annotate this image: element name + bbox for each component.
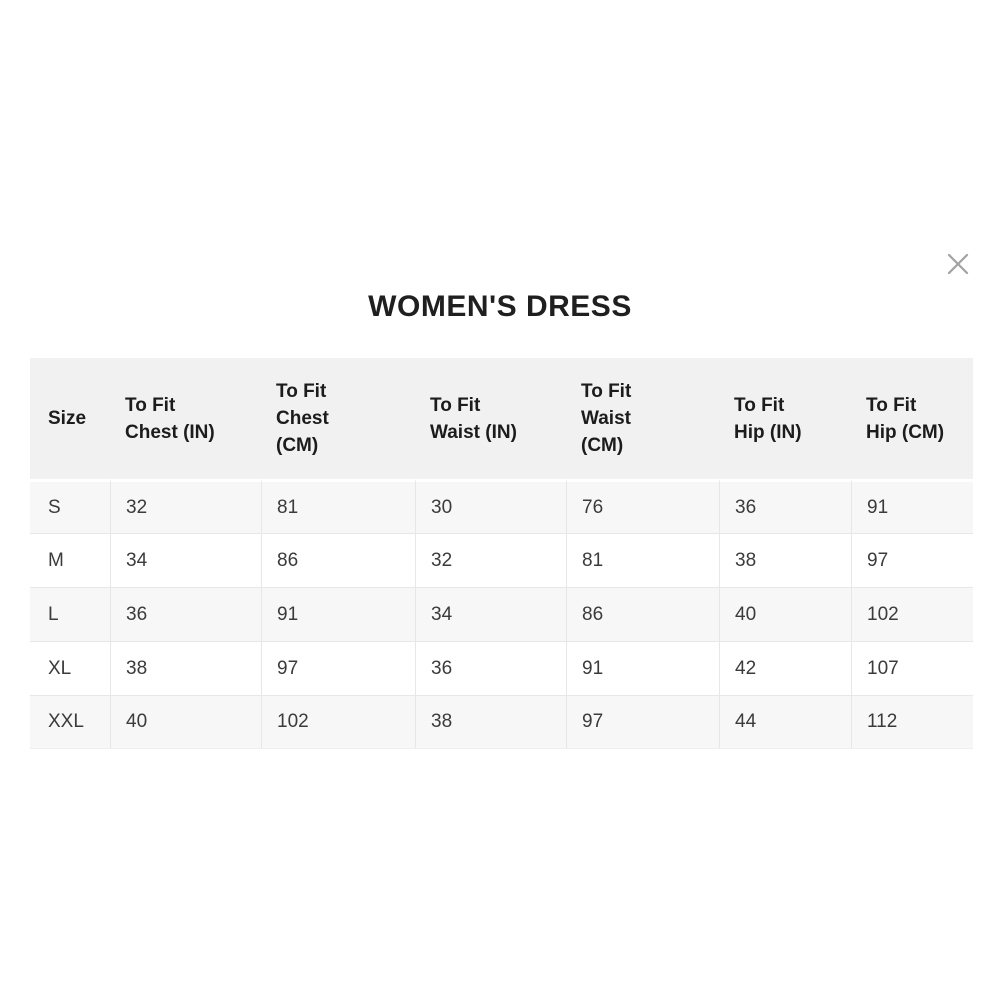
table-cell-chest-in: 34 [110, 533, 261, 587]
table-cell-chest-in: 36 [110, 587, 261, 641]
column-header-chest-cm: To Fit Chest (CM) [261, 358, 415, 479]
page-title: WOMEN'S DRESS [368, 290, 632, 323]
table-cell-chest-cm: 81 [261, 479, 415, 533]
row-size-label: S [30, 479, 110, 533]
column-header-waist-in: To Fit Waist (IN) [415, 358, 566, 479]
table-cell-waist-cm: 97 [566, 695, 719, 749]
column-header-hip-cm: To Fit Hip (CM) [851, 358, 973, 479]
table-cell-hip-in: 40 [719, 587, 851, 641]
column-header-waist-cm: To Fit Waist (CM) [566, 358, 719, 479]
table-cell-hip-cm: 91 [851, 479, 973, 533]
table-cell-waist-cm: 76 [566, 479, 719, 533]
table-row-xl: XL 38 97 36 91 42 107 [30, 641, 973, 695]
table-cell-chest-in: 32 [110, 479, 261, 533]
table-cell-waist-cm: 91 [566, 641, 719, 695]
row-size-label: XL [30, 641, 110, 695]
table-cell-chest-cm: 91 [261, 587, 415, 641]
table-row-m: M 34 86 32 81 38 97 [30, 533, 973, 587]
table-cell-hip-cm: 102 [851, 587, 973, 641]
table-cell-chest-in: 38 [110, 641, 261, 695]
table-cell-chest-cm: 97 [261, 641, 415, 695]
table-cell-hip-cm: 97 [851, 533, 973, 587]
table-body: S 32 81 30 76 36 91 M 34 86 32 81 38 97 L 36 91 34 86 40 102… [30, 479, 973, 749]
column-header-size: Size [30, 358, 110, 479]
table-cell-waist-in: 36 [415, 641, 566, 695]
row-size-label: L [30, 587, 110, 641]
table-header: Size To Fit Chest (IN) To Fit Chest (CM) To… [30, 358, 973, 479]
table-cell-hip-in: 44 [719, 695, 851, 749]
header-row: Size To Fit Chest (IN) To Fit Chest (CM) To… [30, 358, 973, 479]
table-row-l: L 36 91 34 86 40 102 [30, 587, 973, 641]
table-cell-hip-in: 36 [719, 479, 851, 533]
close-button[interactable] [942, 248, 974, 280]
table-row-xxl: XXL 40 102 38 97 44 112 [30, 695, 973, 749]
table-cell-hip-cm: 107 [851, 641, 973, 695]
table-cell-hip-cm: 112 [851, 695, 973, 749]
table-cell-hip-in: 38 [719, 533, 851, 587]
table-cell-chest-in: 40 [110, 695, 261, 749]
table-cell-waist-cm: 86 [566, 587, 719, 641]
table-cell-hip-in: 42 [719, 641, 851, 695]
table-cell-waist-in: 38 [415, 695, 566, 749]
table-cell-chest-cm: 86 [261, 533, 415, 587]
table-cell-waist-in: 34 [415, 587, 566, 641]
table-cell-waist-in: 30 [415, 479, 566, 533]
column-header-hip-in: To Fit Hip (IN) [719, 358, 851, 479]
table-row-s: S 32 81 30 76 36 91 [30, 479, 973, 533]
table-cell-waist-cm: 81 [566, 533, 719, 587]
close-icon [946, 252, 970, 276]
row-size-label: M [30, 533, 110, 587]
table-cell-waist-in: 32 [415, 533, 566, 587]
table-cell-chest-cm: 102 [261, 695, 415, 749]
row-size-label: XXL [30, 695, 110, 749]
column-header-chest-in: To Fit Chest (IN) [110, 358, 261, 479]
size-chart-table: Size To Fit Chest (IN) To Fit Chest (CM) To… [30, 358, 973, 749]
